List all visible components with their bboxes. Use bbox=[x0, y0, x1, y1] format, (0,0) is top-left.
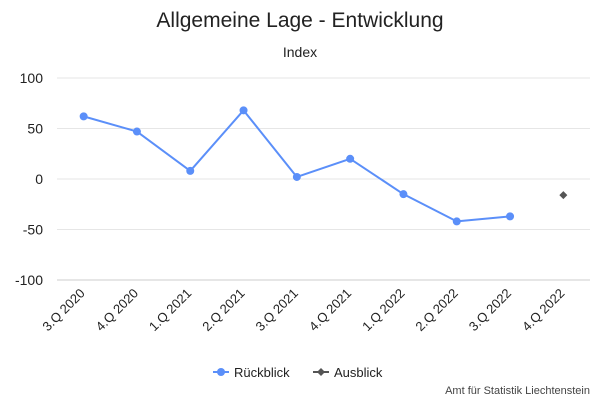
data-point[interactable] bbox=[452, 217, 461, 226]
x-tick-label: 4.Q 2021 bbox=[306, 286, 354, 334]
data-point[interactable] bbox=[239, 106, 248, 115]
data-point[interactable] bbox=[186, 166, 195, 175]
y-tick-label: -100 bbox=[15, 272, 43, 288]
gridlines bbox=[57, 77, 590, 281]
y-tick-label: 100 bbox=[20, 70, 44, 86]
legend-label: Ausblick bbox=[334, 365, 383, 380]
x-tick-label: 2.Q 2021 bbox=[199, 286, 247, 334]
data-point[interactable] bbox=[559, 191, 568, 200]
legend: Rückblick Ausblick bbox=[213, 365, 383, 380]
x-tick-label: 4.Q 2022 bbox=[519, 286, 567, 334]
x-axis: 3.Q 2020 4.Q 2020 1.Q 2021 2.Q 2021 3.Q 2021… bbox=[39, 286, 567, 334]
x-tick-label: 1.Q 2022 bbox=[359, 286, 407, 334]
data-point[interactable] bbox=[292, 172, 301, 181]
data-point[interactable] bbox=[79, 112, 88, 121]
y-tick-label: 0 bbox=[35, 171, 43, 187]
chart-title: Allgemeine Lage - Entwicklung bbox=[156, 9, 443, 32]
data-point[interactable] bbox=[132, 127, 141, 136]
chart-subtitle: Index bbox=[283, 44, 317, 60]
x-tick-label: 3.Q 2022 bbox=[466, 286, 514, 334]
series-group bbox=[79, 106, 568, 226]
legend-item[interactable]: Rückblick bbox=[213, 365, 290, 380]
legend-marker bbox=[317, 368, 325, 376]
legend-marker bbox=[217, 368, 225, 376]
data-point[interactable] bbox=[346, 154, 355, 163]
y-tick-label: -50 bbox=[23, 222, 43, 238]
legend-label: Rückblick bbox=[234, 365, 290, 380]
x-tick-label: 3.Q 2020 bbox=[39, 286, 87, 334]
credit-text: Amt für Statistik Liechtenstein bbox=[445, 385, 590, 397]
data-point[interactable] bbox=[399, 190, 408, 199]
x-tick-label: 1.Q 2021 bbox=[146, 286, 194, 334]
x-tick-label: 4.Q 2020 bbox=[93, 286, 141, 334]
data-point[interactable] bbox=[506, 212, 515, 221]
x-tick-label: 2.Q 2022 bbox=[412, 286, 460, 334]
x-tick-label: 3.Q 2021 bbox=[253, 286, 301, 334]
legend-item[interactable]: Ausblick bbox=[313, 365, 383, 380]
series-line bbox=[83, 109, 511, 223]
y-tick-label: 50 bbox=[27, 121, 43, 137]
y-axis: 100 50 0 -50 -100 bbox=[15, 70, 43, 288]
